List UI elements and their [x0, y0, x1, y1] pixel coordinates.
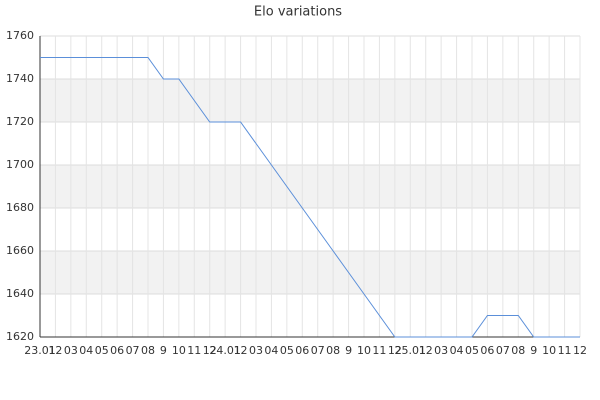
x-tick-label: 08 [511, 344, 525, 357]
x-tick-label: 12 [388, 344, 402, 357]
line-series [40, 57, 580, 338]
x-tick-label: 08 [326, 344, 340, 357]
x-tick-label: 11 [187, 344, 201, 357]
x-tick-label: 06 [295, 344, 309, 357]
x-tick-label: 23.01 [24, 344, 56, 357]
x-tick-label: 04 [450, 344, 464, 357]
x-tick-label: 06 [480, 344, 494, 357]
x-tick-label: 11 [372, 344, 386, 357]
x-tick-label: 9 [530, 344, 537, 357]
x-tick-label: 05 [280, 344, 294, 357]
x-tick-label: 06 [110, 344, 124, 357]
x-tick-label: 12 [203, 344, 217, 357]
x-tick-label: 9 [345, 344, 352, 357]
y-tick-label: 1660 [6, 244, 34, 257]
x-tick-label: 10 [542, 344, 556, 357]
y-tick-label: 1700 [6, 158, 34, 171]
x-tick-label: 9 [160, 344, 167, 357]
x-tick-label: 04 [79, 344, 93, 357]
y-tick-label: 1680 [6, 201, 34, 214]
x-tick-label: 04 [264, 344, 278, 357]
x-tick-label: 05 [465, 344, 479, 357]
y-tick-label: 1640 [6, 287, 34, 300]
x-tick-label: 10 [172, 344, 186, 357]
x-tick-label: 03 [434, 344, 448, 357]
x-tick-label: 05 [95, 344, 109, 357]
x-tick-label: 10 [357, 344, 371, 357]
x-tick-label: 11 [558, 344, 572, 357]
grid-band [40, 165, 580, 208]
x-tick-label: 25.01 [395, 344, 427, 357]
x-tick-label: 12 [234, 344, 248, 357]
x-tick-label: 08 [141, 344, 155, 357]
x-tick-label: 12 [48, 344, 62, 357]
x-tick-label: 24.01 [209, 344, 241, 357]
x-tick-label: 12 [573, 344, 587, 357]
x-tick-label: 03 [249, 344, 263, 357]
x-tick-label: 07 [126, 344, 140, 357]
x-tick-label: 07 [496, 344, 510, 357]
x-tick-label: 03 [64, 344, 78, 357]
y-tick-label: 1760 [6, 29, 34, 42]
y-tick-label: 1740 [6, 72, 34, 85]
y-tick-label: 1620 [6, 330, 34, 343]
grid-band [40, 79, 580, 122]
x-tick-label: 07 [311, 344, 325, 357]
y-tick-label: 1720 [6, 115, 34, 128]
x-tick-label: 12 [419, 344, 433, 357]
chart-title: Elo variations [254, 5, 342, 20]
grid-band [40, 251, 580, 294]
